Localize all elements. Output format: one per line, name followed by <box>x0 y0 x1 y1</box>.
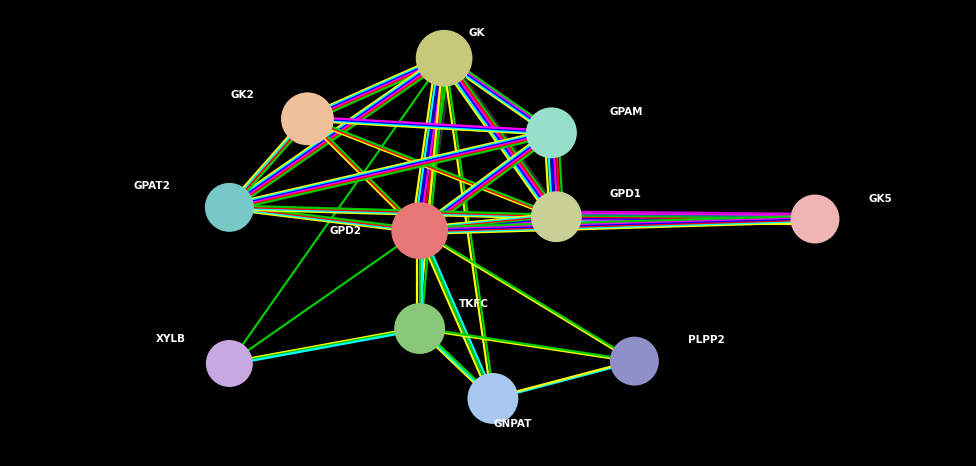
Text: GPAT2: GPAT2 <box>134 181 171 192</box>
Ellipse shape <box>395 304 444 353</box>
Text: PLPP2: PLPP2 <box>688 335 725 345</box>
Ellipse shape <box>282 94 333 144</box>
Text: GPD2: GPD2 <box>329 226 361 236</box>
Ellipse shape <box>792 196 838 242</box>
Ellipse shape <box>206 184 253 231</box>
Ellipse shape <box>417 31 471 86</box>
Ellipse shape <box>532 192 581 241</box>
Ellipse shape <box>527 109 576 157</box>
Text: GK5: GK5 <box>869 194 892 205</box>
Text: GK2: GK2 <box>230 89 254 100</box>
Text: GNPAT: GNPAT <box>493 419 532 429</box>
Ellipse shape <box>468 374 517 423</box>
Text: GK: GK <box>468 27 485 38</box>
Ellipse shape <box>207 341 252 386</box>
Text: XYLB: XYLB <box>155 334 185 344</box>
Text: GPAM: GPAM <box>610 107 643 117</box>
Text: GPD1: GPD1 <box>610 189 642 199</box>
Ellipse shape <box>611 338 658 384</box>
Text: TKFC: TKFC <box>459 299 489 309</box>
Ellipse shape <box>392 203 447 258</box>
